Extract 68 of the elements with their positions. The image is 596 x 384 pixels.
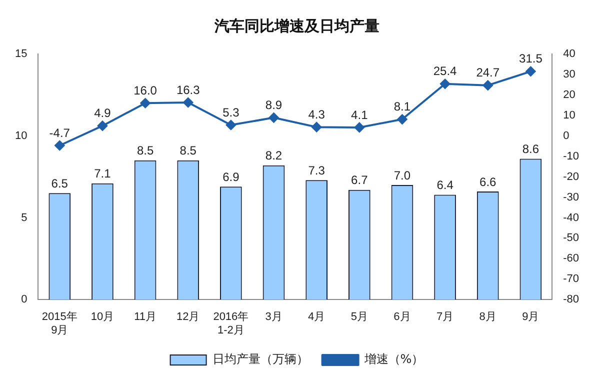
y2-tick-label: -30: [563, 191, 580, 204]
x-tick-label: 2016年 1-2月: [213, 311, 249, 336]
x-tick-label: 7月: [436, 311, 454, 324]
point: [397, 114, 408, 124]
y2-tick-label: 30: [563, 68, 576, 80]
legend-label: 增速（%）: [363, 352, 424, 366]
x-tick-label: 10月: [90, 311, 114, 324]
data-label: 8.6: [522, 142, 540, 156]
y2-tick-label: 40: [563, 48, 576, 60]
point: [140, 98, 150, 108]
data-label: 8.5: [136, 144, 154, 158]
data-label: 5.3: [222, 105, 240, 120]
data-label: 16.3: [176, 82, 200, 97]
x-tick-label: 12月: [176, 311, 200, 324]
data-label: -4.7: [49, 126, 70, 140]
y2-tick-label: 20: [563, 88, 576, 101]
y-tick-label: 10: [14, 130, 28, 142]
y2-tick-label: 10: [563, 109, 576, 122]
y-tick-label: 15: [14, 48, 28, 60]
data-label: 6.6: [480, 174, 497, 189]
y-tick-label: 5: [21, 212, 28, 224]
y2-tick-label: 0: [563, 130, 570, 142]
x-tick-label: 3月: [265, 311, 282, 324]
y2-tick-label: -40: [563, 212, 580, 224]
y2-tick-label: -60: [563, 252, 580, 265]
data-label: 8.5: [180, 144, 197, 158]
data-label: 4.3: [308, 107, 326, 122]
point: [440, 78, 450, 89]
data-label: 4.1: [351, 108, 368, 122]
point: [482, 80, 493, 90]
x-tick-label: 6月: [394, 311, 411, 324]
point: [526, 66, 536, 76]
data-label: 7.3: [308, 163, 326, 178]
y2-tick-label: -20: [563, 170, 580, 183]
data-label: 6.4: [436, 178, 454, 192]
y-tick-label: 0: [21, 294, 28, 306]
x-tick-label: 5月: [350, 311, 368, 324]
point: [226, 120, 236, 130]
point: [97, 120, 108, 131]
data-label: 31.5: [519, 52, 543, 66]
x-tick-label: 11月: [134, 311, 156, 324]
point: [183, 98, 194, 108]
legend-label: 日均产量（万辆）: [212, 352, 308, 366]
x-tick-label: 4月: [308, 311, 326, 324]
data-label: 4.9: [94, 106, 112, 120]
y2-tick-label: -10: [563, 150, 580, 162]
chart-title: 汽车同比增速及日均产量: [214, 16, 380, 35]
data-label: 25.4: [433, 64, 458, 78]
data-label: 7.0: [394, 168, 411, 182]
data-label: 6.9: [222, 170, 240, 184]
x-tick-label: 2015年 9月: [42, 311, 78, 336]
point: [268, 112, 279, 123]
point: [312, 122, 322, 132]
data-label: 6.5: [51, 176, 68, 190]
x-tick-label: 9月: [522, 311, 540, 324]
point: [354, 122, 364, 132]
y2-tick-label: -50: [563, 232, 580, 244]
y2-tick-label: -70: [563, 273, 580, 286]
y2-tick-label: -80: [563, 294, 580, 306]
data-label: 6.7: [351, 173, 368, 188]
data-label: 8.1: [394, 100, 411, 114]
data-label: 8.2: [265, 148, 282, 163]
data-label: 8.9: [265, 98, 282, 112]
x-tick-label: 8月: [479, 311, 496, 324]
data-label: 16.0: [134, 83, 158, 98]
data-label: 24.7: [476, 66, 500, 80]
point: [54, 140, 65, 150]
data-label: 7.1: [94, 166, 112, 181]
